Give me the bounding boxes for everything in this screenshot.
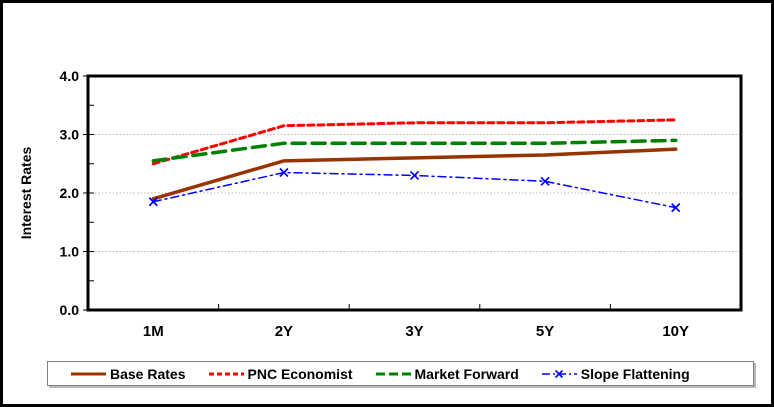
x-marker: [540, 176, 550, 186]
legend-label: Market Forward: [414, 365, 519, 382]
legend-item-base-rates: Base Rates: [70, 367, 186, 381]
legend: Base Rates PNC Economist Market Forward …: [47, 361, 754, 386]
legend-item-slope-flattening: Slope Flattening: [541, 367, 690, 381]
x-axis-label: 10Y: [662, 323, 689, 340]
series-line-base-rates: [151, 147, 678, 201]
x-marker-stroke: [409, 170, 420, 181]
x-axis-label: 3Y: [405, 323, 423, 340]
y-axis-title: Interest Rates: [18, 146, 34, 239]
legend-label: PNC Economist: [247, 365, 353, 382]
y-tick-label: 0.0: [60, 302, 80, 318]
legend-label: Base Rates: [110, 365, 186, 382]
legend-line-sample-icon: [541, 369, 577, 378]
series-line-market-forward: [151, 138, 678, 163]
y-tick-label: 1.0: [60, 244, 80, 260]
legend-line-sample-icon: [208, 372, 244, 375]
series-line-pnc-economist: [151, 118, 678, 166]
x-marker-stroke: [540, 176, 550, 186]
legend-x-marker: [554, 369, 563, 378]
legend-item-pnc-economist: PNC Economist: [208, 367, 353, 381]
x-marker: [279, 167, 289, 178]
x-axis-label: 2Y: [275, 323, 293, 340]
legend-item-market-forward: Market Forward: [375, 367, 519, 381]
legend-label: Slope Flattening: [580, 365, 690, 382]
x-marker: [148, 197, 158, 207]
x-marker-stroke: [148, 197, 158, 207]
y-tick-label: 2.0: [60, 185, 80, 201]
x-marker: [409, 170, 420, 181]
x-marker-stroke: [671, 203, 681, 213]
y-tick-label: 3.0: [60, 127, 80, 143]
legend-line-sample-icon: [71, 372, 106, 375]
x-axis-label: 1M: [143, 323, 164, 340]
plot-area-border: [86, 74, 743, 312]
x-axis-label: 5Y: [536, 323, 554, 340]
x-marker-stroke: [279, 167, 289, 178]
y-tick-label: 4.0: [60, 68, 80, 84]
x-marker: [671, 203, 681, 213]
legend-line-sample-icon: [375, 372, 411, 375]
